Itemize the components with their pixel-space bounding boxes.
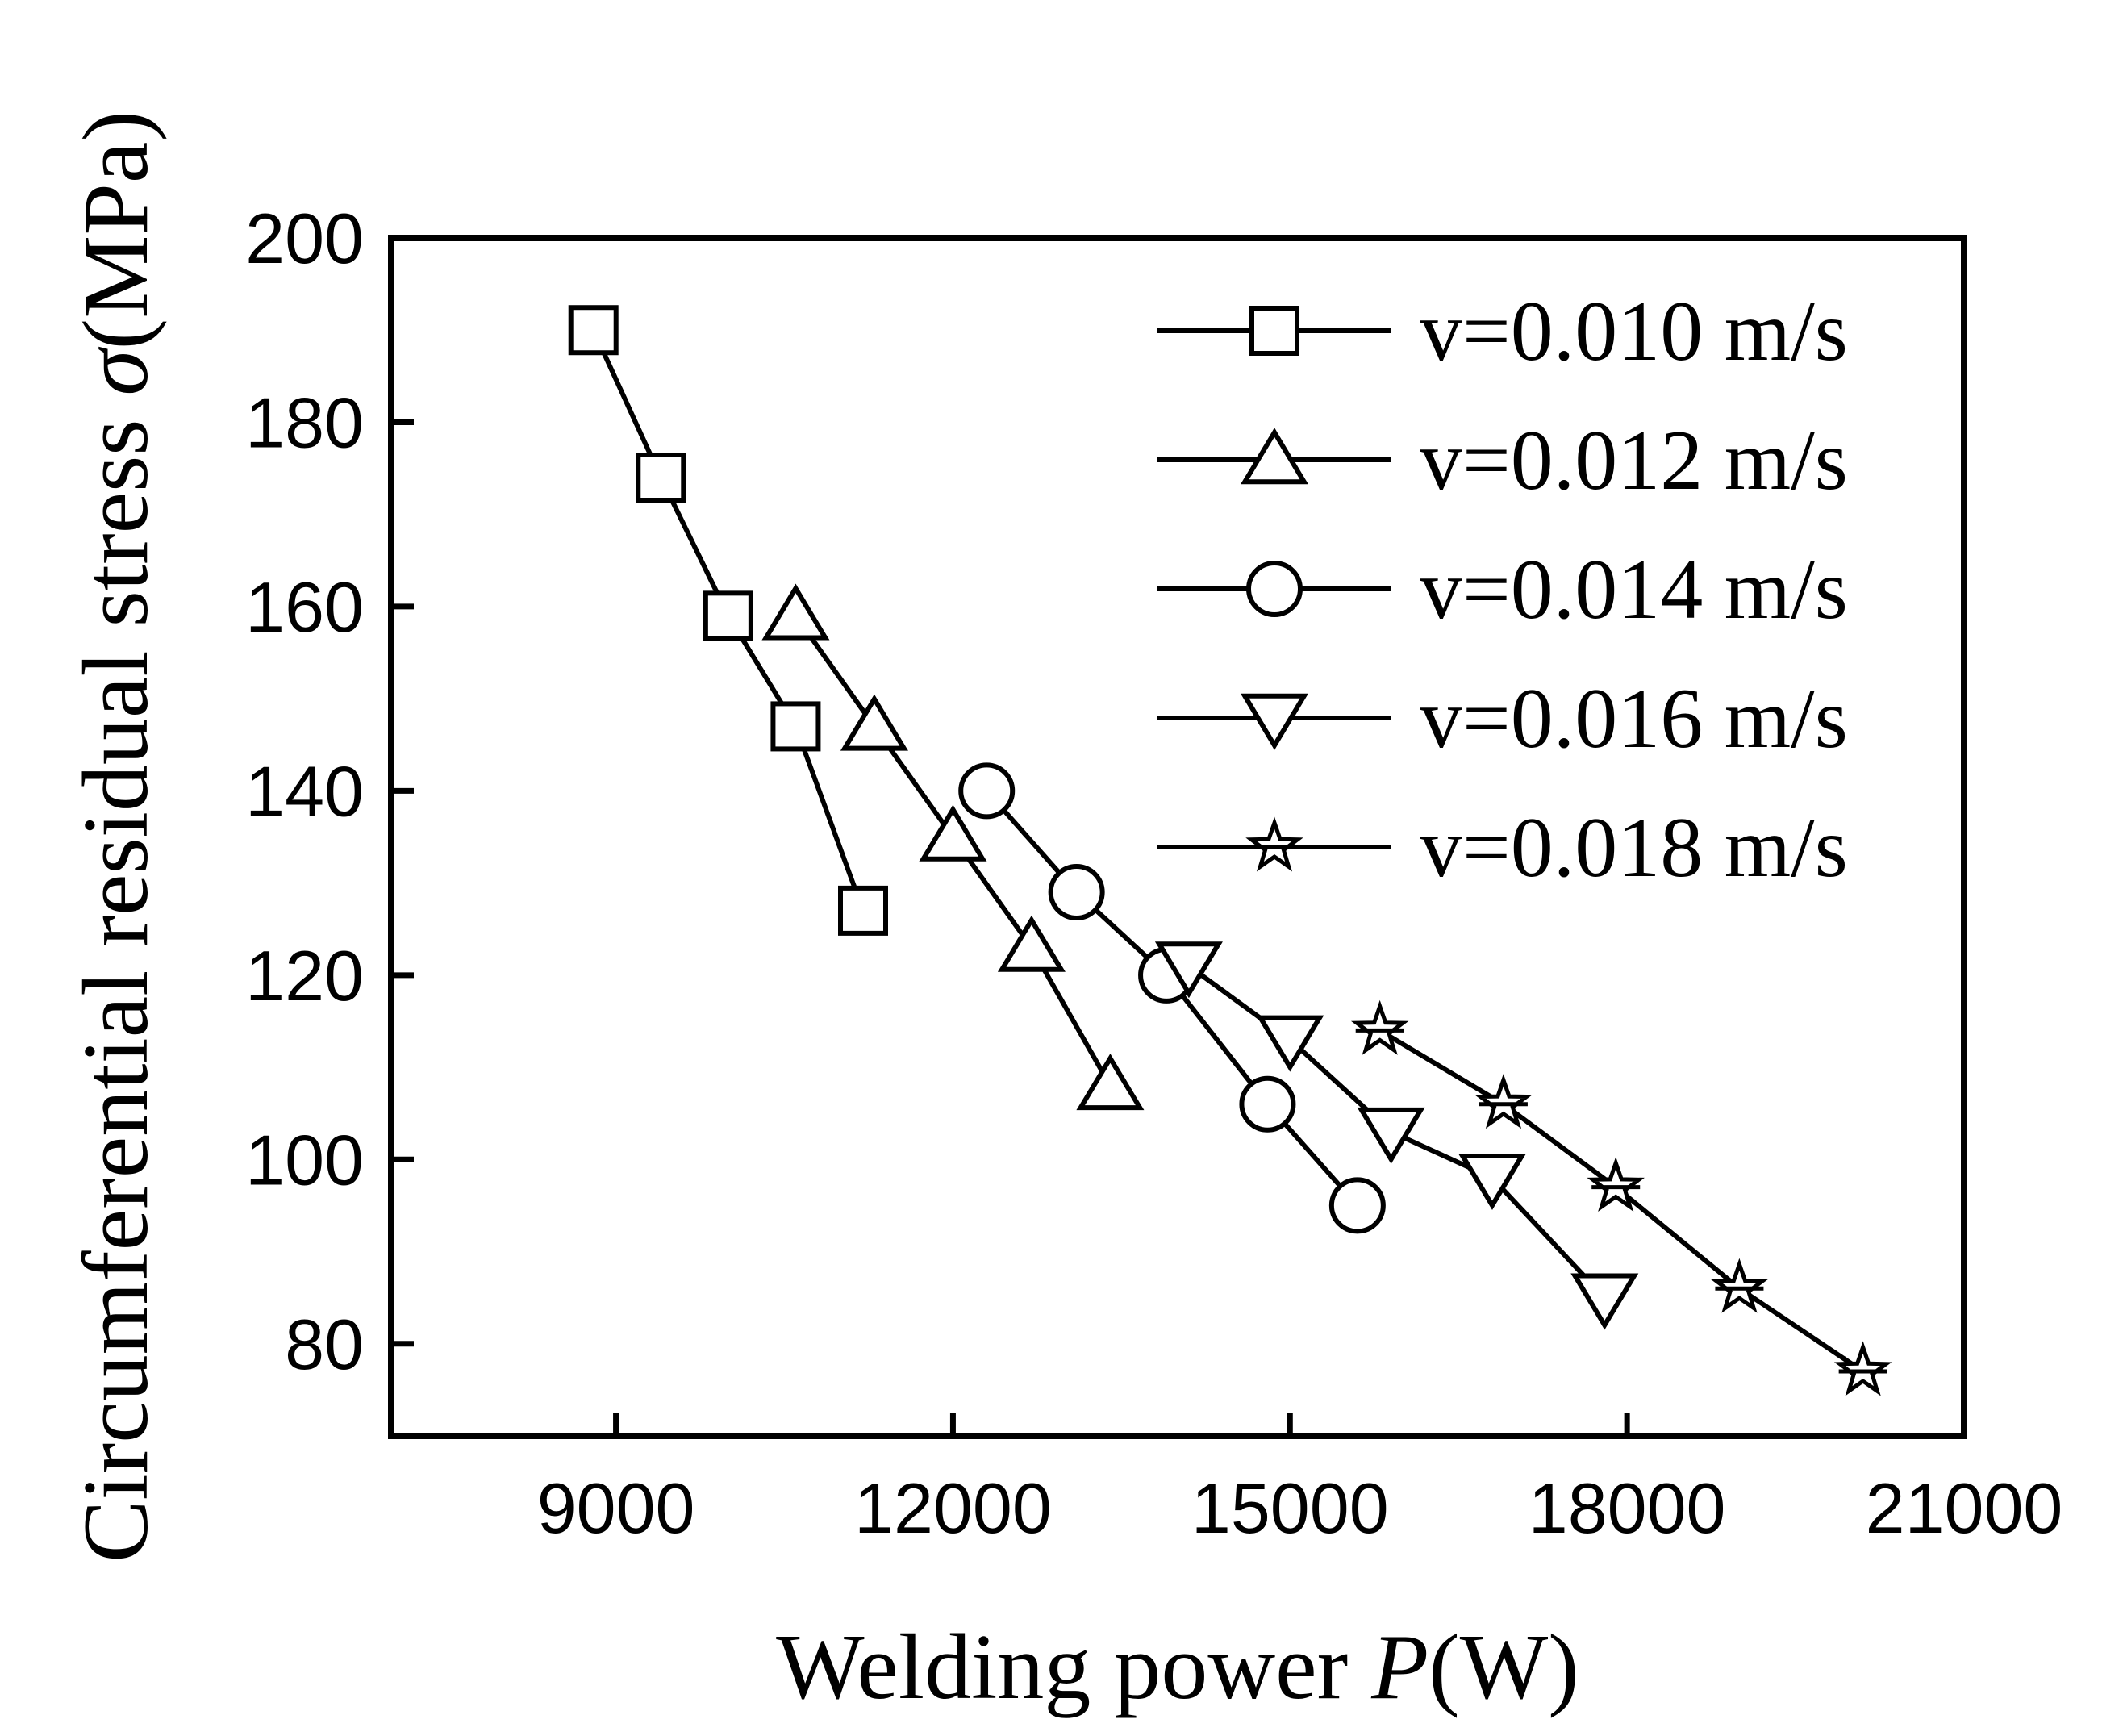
legend-marker	[1249, 306, 1299, 356]
data-point	[568, 305, 619, 356]
y-tick-label: 120	[245, 936, 364, 1016]
data-point	[1239, 1075, 1296, 1133]
data-point	[636, 453, 686, 503]
data-point	[1357, 1107, 1425, 1164]
data-point	[838, 885, 888, 936]
legend-item: v=0.012 m/s	[1157, 413, 1848, 507]
data-point	[1076, 1054, 1145, 1111]
legend-label: v=0.018 m/s	[1420, 800, 1848, 895]
series-4	[1154, 941, 1639, 1330]
y-tick-label: 80	[285, 1304, 364, 1384]
series-layer	[568, 305, 1892, 1396]
legend-label: v=0.016 m/s	[1420, 671, 1848, 766]
data-point	[1474, 1074, 1533, 1129]
x-tick-label: 18000	[1529, 1468, 1726, 1548]
series-3	[958, 762, 1386, 1234]
x-tick-label: 12000	[854, 1468, 1052, 1548]
x-tick-label: 21000	[1866, 1468, 2063, 1548]
series-2	[761, 583, 1145, 1111]
data-point	[1710, 1258, 1769, 1313]
series-1	[568, 305, 888, 936]
data-point	[1458, 1153, 1527, 1210]
legend-marker	[1240, 428, 1309, 485]
data-point	[919, 804, 987, 862]
data-point	[761, 583, 830, 641]
data-point	[703, 590, 753, 641]
legend-item: v=0.016 m/s	[1157, 671, 1848, 766]
x-axis-title: Welding power P(W)	[776, 1616, 1579, 1719]
y-axis-ticks: 80 100 120 140 160 180 200	[245, 198, 414, 1384]
legend-label: v=0.012 m/s	[1420, 413, 1848, 507]
y-tick-label: 180	[245, 382, 364, 462]
y-tick-label: 100	[245, 1120, 364, 1200]
legend-marker	[1240, 693, 1309, 750]
data-point	[997, 915, 1066, 972]
legend-marker	[1246, 561, 1303, 617]
y-tick-label: 160	[245, 567, 364, 647]
data-point	[1048, 864, 1105, 921]
legend-item: v=0.010 m/s	[1157, 284, 1848, 378]
data-point	[1328, 1177, 1386, 1234]
data-point	[840, 694, 908, 751]
data-point	[958, 762, 1016, 820]
data-point	[1154, 941, 1223, 999]
data-point	[1256, 1015, 1324, 1072]
legend-label: v=0.014 m/s	[1420, 542, 1848, 636]
data-point	[770, 701, 821, 752]
legend-item: v=0.018 m/s	[1157, 800, 1848, 895]
legend-item: v=0.014 m/s	[1157, 542, 1848, 636]
data-point	[1570, 1273, 1639, 1330]
legend-label: v=0.010 m/s	[1420, 284, 1848, 378]
y-tick-label: 200	[245, 198, 364, 278]
series-5	[1350, 999, 1892, 1396]
y-axis-title: Circumferential residual stress σ(MPa)	[65, 111, 168, 1563]
legend-marker	[1245, 816, 1303, 872]
x-tick-label: 15000	[1191, 1468, 1389, 1548]
x-tick-label: 9000	[537, 1468, 695, 1548]
data-point	[1587, 1156, 1645, 1212]
legend: v=0.010 m/s v=0.012 m/s v=0.014 m/s v=0.016…	[1157, 284, 1848, 895]
x-axis-ticks: 9000 12000 15000 18000 21000	[537, 1413, 2063, 1548]
data-point	[1833, 1341, 1892, 1396]
data-point	[1350, 999, 1409, 1055]
y-tick-label: 140	[245, 751, 364, 831]
plot-frame	[388, 235, 1967, 1439]
